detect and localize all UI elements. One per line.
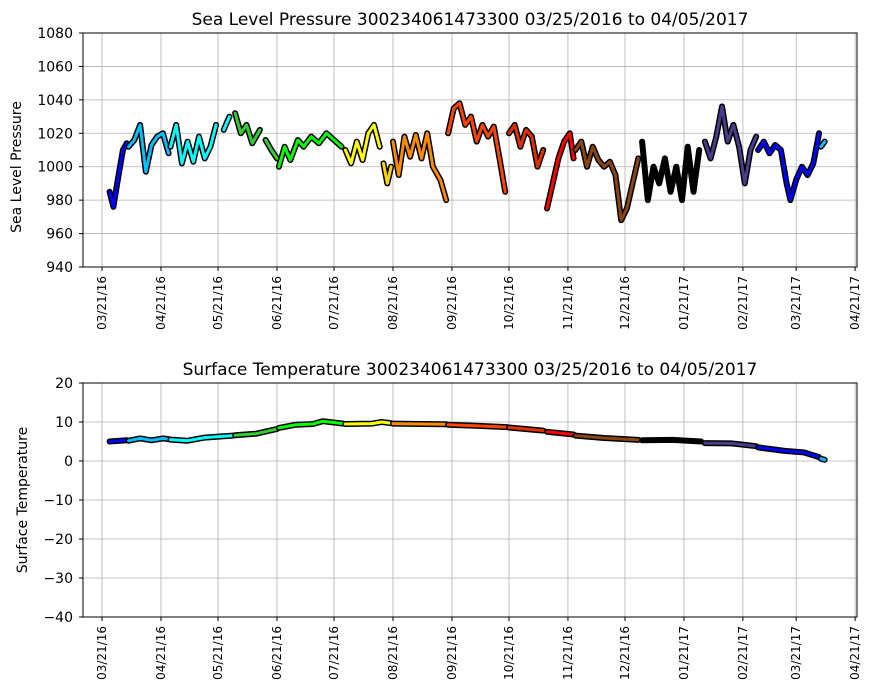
series-segment xyxy=(545,430,576,436)
series-segment xyxy=(222,115,231,132)
series-segment xyxy=(169,434,235,443)
series-segment xyxy=(343,123,382,165)
x-tick-label: 09/21/16 xyxy=(445,276,459,330)
sea-level-pressure-plot: Sea Level Pressure 300234061473300 03/25… xyxy=(9,10,862,330)
series-segment xyxy=(640,438,703,443)
series-segment xyxy=(264,138,279,160)
x-tick-label: 12/21/16 xyxy=(618,626,632,680)
series-segment xyxy=(446,423,509,429)
series-segment xyxy=(382,161,393,185)
plot-frame xyxy=(82,32,858,268)
series-segment xyxy=(819,140,827,149)
x-tick-label: 12/21/16 xyxy=(618,276,632,330)
x-tick-label: 04/21/17 xyxy=(848,626,862,680)
y-tick-label: 980 xyxy=(46,193,73,209)
series-segment xyxy=(108,141,129,209)
y-tick-label: −20 xyxy=(43,532,73,548)
x-tick-label: 01/21/17 xyxy=(677,626,691,680)
data-series xyxy=(106,418,828,463)
series-segment xyxy=(819,457,827,462)
y-tick-label: 0 xyxy=(64,454,73,470)
axis-ticks: −40 −30 −20 −10 0 10 20 03/21/16 04/21/16 05/21/1… xyxy=(43,376,862,680)
series-segment xyxy=(277,419,345,430)
series-segment xyxy=(756,445,821,459)
y-axis-label: Sea Level Pressure xyxy=(9,101,25,233)
series-segment xyxy=(507,123,545,169)
y-tick-label: 10 xyxy=(55,415,73,431)
x-tick-label: 10/21/16 xyxy=(502,276,516,330)
series-segment xyxy=(127,123,171,174)
x-tick-label: 07/21/16 xyxy=(327,626,341,680)
y-tick-label: 1040 xyxy=(37,93,73,109)
y-tick-label: 1020 xyxy=(37,126,73,142)
series-segment xyxy=(574,434,640,442)
plot-frame xyxy=(82,382,858,618)
y-tick-label: 1000 xyxy=(37,160,73,176)
x-tick-label: 02/21/17 xyxy=(736,626,750,680)
series-segment xyxy=(233,111,262,145)
x-tick-label: 03/21/17 xyxy=(789,626,803,680)
series-segment xyxy=(391,131,448,202)
series-segment xyxy=(108,438,129,443)
y-tick-label: −40 xyxy=(43,610,73,626)
x-tick-label: 08/21/16 xyxy=(386,626,400,680)
axis-ticks: 940 960 980 1000 1020 1040 1060 1080 03/21/16 04/… xyxy=(37,26,862,330)
surface-temperature-plot: Surface Temperature 300234061473300 03/2… xyxy=(15,360,862,680)
series-segment xyxy=(343,420,393,426)
series-segment xyxy=(756,131,821,202)
x-tick-label: 04/21/16 xyxy=(154,276,168,330)
x-tick-label: 04/21/16 xyxy=(154,626,168,680)
series-segment xyxy=(703,441,758,448)
data-series xyxy=(106,100,828,224)
y-tick-label: 940 xyxy=(46,260,73,276)
series-segment xyxy=(277,131,344,169)
y-tick-label: 20 xyxy=(55,376,73,392)
series-segment xyxy=(574,140,640,222)
chart-title: Sea Level Pressure 300234061473300 03/25… xyxy=(192,10,749,30)
series-segment xyxy=(233,427,279,437)
series-segment xyxy=(640,140,701,202)
x-tick-label: 05/21/16 xyxy=(211,276,225,330)
x-tick-label: 06/21/16 xyxy=(270,626,284,680)
x-tick-label: 08/21/16 xyxy=(386,276,400,330)
series-segment xyxy=(703,105,758,185)
y-tick-label: −10 xyxy=(43,493,73,509)
x-tick-label: 04/21/17 xyxy=(848,276,862,330)
grid xyxy=(83,382,857,618)
x-tick-label: 06/21/16 xyxy=(270,276,284,330)
series-segment xyxy=(545,131,576,210)
x-tick-label: 07/21/16 xyxy=(327,276,341,330)
x-tick-label: 03/21/16 xyxy=(95,276,109,330)
x-tick-label: 10/21/16 xyxy=(502,626,516,680)
y-tick-label: 1080 xyxy=(37,26,73,42)
x-tick-label: 11/21/16 xyxy=(561,276,575,330)
series-segment xyxy=(507,426,545,433)
y-tick-label: 1060 xyxy=(37,59,73,75)
series-segment xyxy=(391,422,448,426)
x-tick-label: 11/21/16 xyxy=(561,626,575,680)
y-axis-label: Surface Temperature xyxy=(15,427,31,573)
x-tick-label: 09/21/16 xyxy=(445,626,459,680)
series-segment xyxy=(127,436,171,443)
series-segment xyxy=(446,101,507,194)
x-tick-label: 02/21/17 xyxy=(736,276,750,330)
x-tick-label: 01/21/17 xyxy=(677,276,691,330)
x-tick-label: 05/21/16 xyxy=(211,626,225,680)
x-tick-label: 03/21/16 xyxy=(95,626,109,680)
x-tick-label: 03/21/17 xyxy=(789,276,803,330)
chart-title: Surface Temperature 300234061473300 03/2… xyxy=(183,360,758,380)
y-tick-label: 960 xyxy=(46,227,73,243)
y-tick-label: −30 xyxy=(43,571,73,587)
series-segment xyxy=(169,123,218,165)
